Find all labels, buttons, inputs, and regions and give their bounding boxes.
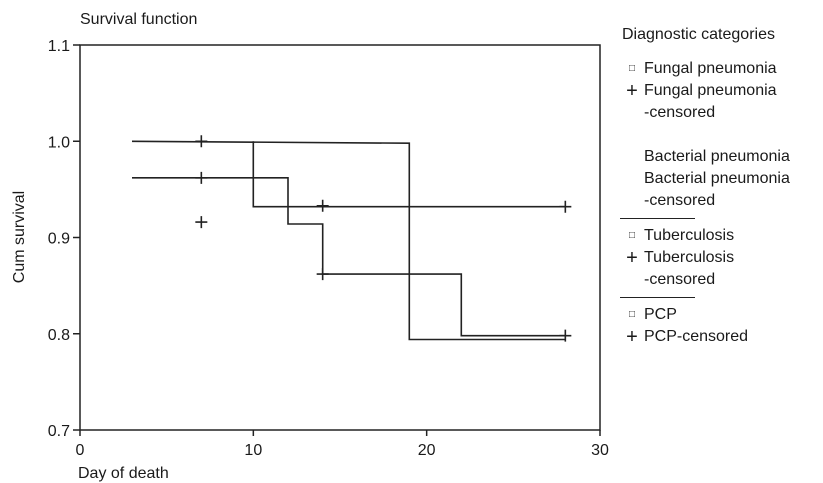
legend-symbol-spacer xyxy=(620,269,644,291)
y-tick-label: 0.8 xyxy=(48,327,70,344)
legend-symbol-spacer xyxy=(620,102,644,124)
legend-symbol-spacer xyxy=(620,190,644,212)
x-tick-label: 0 xyxy=(76,442,85,459)
legend-entry-label: PCP-censored xyxy=(644,328,749,345)
legend-entry: -censored xyxy=(620,269,820,291)
legend-group: Bacterial pneumonia Bacterial pneumonia -c… xyxy=(620,140,790,212)
legend-entry-label: Fungal pneumonia xyxy=(644,60,777,77)
legend-group: □ Tuberculosis + Tuberculosis -censored xyxy=(620,218,734,291)
legend-plus-icon: + xyxy=(626,326,638,348)
legend-square-icon: □ xyxy=(628,309,636,320)
legend-entry: + Tuberculosis xyxy=(620,247,820,269)
legend-entry-label: Bacterial pneumonia xyxy=(644,148,790,165)
legend-entry-label: PCP xyxy=(644,306,677,323)
x-axis-label: Day of death xyxy=(78,465,169,482)
censor-mark-pcp xyxy=(559,329,572,342)
legend-entry: Bacterial pneumonia xyxy=(620,168,820,190)
chart-title: Survival function xyxy=(80,11,197,28)
y-tick-label: 1.0 xyxy=(48,134,70,151)
legend-entry: □ Tuberculosis xyxy=(620,225,820,247)
legend-group: □ Fungal pneumonia + Fungal pneumonia -censo… xyxy=(620,52,776,124)
legend-entry-label: Bacterial pneumonia xyxy=(644,170,790,187)
legend-plus-icon: + xyxy=(626,247,638,269)
y-tick-label: 0.9 xyxy=(48,231,70,248)
legend-square-icon: □ xyxy=(628,63,636,74)
x-tick-label: 10 xyxy=(244,442,262,459)
legend-entry-label: -censored xyxy=(644,192,716,209)
y-axis-label: Cum survival xyxy=(11,191,28,283)
legend-entry: -censored xyxy=(620,190,820,212)
series-line-tuberculosis xyxy=(131,140,566,341)
x-tick-label: 30 xyxy=(591,442,609,459)
legend-title: Diagnostic categories xyxy=(622,26,775,43)
series-line-fungal-pneumonia xyxy=(252,141,566,208)
legend-entry: Bacterial pneumonia xyxy=(620,146,820,168)
legend-entry-label: Fungal pneumonia xyxy=(644,82,777,99)
legend-entry-label: Tuberculosis xyxy=(644,227,735,244)
legend-entry: -censored xyxy=(620,102,820,124)
series-line-pcp xyxy=(132,177,566,337)
legend-symbol-spacer xyxy=(620,146,644,168)
legend: Diagnostic categories □ Fungal pneumonia +… xyxy=(620,24,820,354)
legend-plus-icon: + xyxy=(626,80,638,102)
legend-entry: + Fungal pneumonia xyxy=(620,80,820,102)
y-tick-label: 1.1 xyxy=(48,38,70,55)
censor-mark-pcp xyxy=(316,268,329,281)
legend-entry: + PCP-censored xyxy=(620,326,820,348)
legend-entry: □ Fungal pneumonia xyxy=(620,58,820,80)
legend-entry-label: Tuberculosis xyxy=(644,249,735,266)
censor-mark-fungal-pneumonia xyxy=(316,199,329,212)
x-tick-label: 20 xyxy=(418,442,436,459)
censor-mark-tuberculosis xyxy=(195,135,208,148)
legend-group: □ PCP + PCP-censored xyxy=(620,297,748,348)
censor-mark-bacterial-pneumonia xyxy=(195,216,208,229)
legend-entry: □ PCP xyxy=(620,304,820,326)
y-tick-label: 0.7 xyxy=(48,423,70,440)
legend-entry-label: -censored xyxy=(644,104,716,121)
legend-symbol-spacer xyxy=(620,168,644,190)
plot-frame xyxy=(79,44,601,431)
censor-mark-fungal-pneumonia xyxy=(559,200,572,213)
legend-square-icon: □ xyxy=(628,230,636,241)
legend-entry-label: -censored xyxy=(644,271,716,288)
censor-mark-pcp xyxy=(195,171,208,184)
